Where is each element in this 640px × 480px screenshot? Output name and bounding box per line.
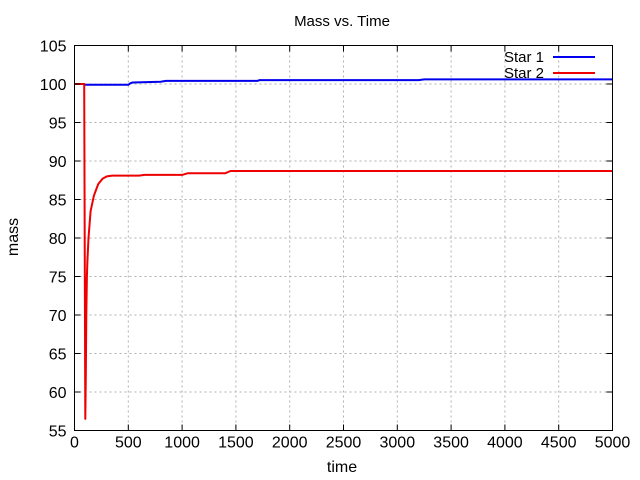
x-tick-label: 1000 <box>164 435 200 452</box>
x-tick-label: 5000 <box>595 435 631 452</box>
chart-title: Mass vs. Time <box>294 13 390 30</box>
x-tick-label: 0 <box>70 435 79 452</box>
y-tick-label: 65 <box>49 347 67 364</box>
y-tick-label: 70 <box>49 308 67 325</box>
y-tick-label: 80 <box>49 231 67 248</box>
y-tick-label: 60 <box>49 385 67 402</box>
series-layer <box>74 78 613 420</box>
legend-label-star-1: Star 1 <box>504 49 544 66</box>
x-tick-label: 3500 <box>433 435 469 452</box>
x-tick-label: 2500 <box>326 435 362 452</box>
grid <box>74 45 613 431</box>
x-tick-label: 4000 <box>487 435 523 452</box>
series-line-star-2 <box>74 83 613 420</box>
y-tick-label: 55 <box>49 424 67 441</box>
y-axis-title: mass <box>5 218 22 256</box>
x-axis-title: time <box>327 459 357 476</box>
x-tick-label: 1500 <box>218 435 254 452</box>
x-tick-label: 2000 <box>272 435 308 452</box>
y-tick-label: 85 <box>49 193 67 210</box>
y-tick-label: 90 <box>49 154 67 171</box>
x-tick-label: 4500 <box>541 435 577 452</box>
y-tick-label: 75 <box>49 270 67 287</box>
y-tick-label: 105 <box>40 39 67 56</box>
y-tick-label: 95 <box>49 116 67 133</box>
axis-ticks: 0 500 1000 1500 2000 2500 3000 3500 4000 4500 5000… <box>40 39 631 452</box>
y-tick-label: 100 <box>40 77 67 94</box>
x-tick-label: 3000 <box>380 435 416 452</box>
x-tick-label: 500 <box>115 435 142 452</box>
legend-label-star-2: Star 2 <box>504 65 544 82</box>
